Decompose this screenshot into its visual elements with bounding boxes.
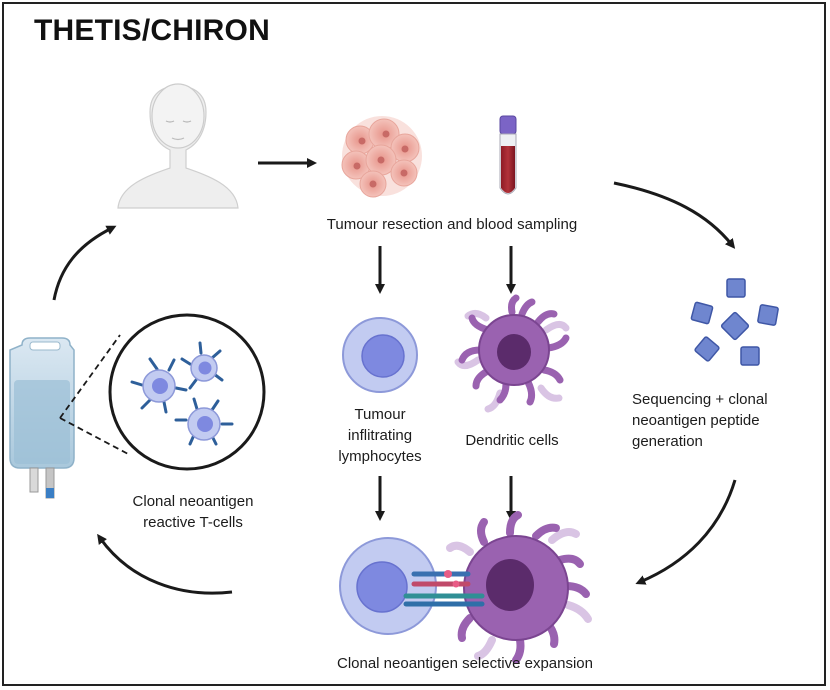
label-sequencing: Sequencing + clonal neoantigen peptide g… [632, 389, 792, 452]
label-reactive-line2: reactive T-cells [143, 514, 243, 531]
blood-tube-icon [499, 115, 517, 195]
t-cell-zoom-icon [108, 313, 266, 471]
label-dendritic: Dendritic cells [465, 432, 559, 449]
lymphocyte-icon [342, 317, 418, 393]
label-reactive: Clonal neoantigen reactive T-cells [118, 491, 268, 533]
peptide-icon [690, 278, 779, 366]
zoom-line-bottom [59, 417, 131, 456]
label-til: Tumour inflitrating lymphocytes [318, 404, 442, 467]
patient-icon [117, 83, 239, 209]
expansion-icon [339, 511, 592, 664]
label-sequencing-line1: Sequencing + clonal [632, 391, 768, 408]
label-tumour-blood: Tumour resection and blood sampling [326, 216, 578, 233]
zoom-line-top [59, 334, 121, 419]
label-sequencing-line3: generation [632, 433, 703, 450]
tumour-icon [341, 116, 422, 198]
arrow-iv-to-patient [52, 225, 117, 301]
label-til-line3: lymphocytes [338, 448, 422, 465]
arrow-expansion-to-iv [97, 533, 233, 595]
label-til-line1: Tumour [354, 406, 406, 423]
label-sequencing-line2: neoantigen peptide [632, 412, 760, 429]
label-reactive-line1: Clonal neoantigen [132, 493, 254, 510]
iv-bag-icon [9, 337, 75, 499]
label-til-line2: inflitrating [347, 427, 413, 444]
dendritic-cell-icon [454, 294, 570, 413]
arrow-to-expansion [635, 479, 737, 585]
label-expansion: Clonal neoantigen selective expansion [336, 655, 593, 672]
figure-title: THETIS/CHIRON [34, 14, 270, 47]
arrow-to-sequencing [613, 181, 736, 249]
